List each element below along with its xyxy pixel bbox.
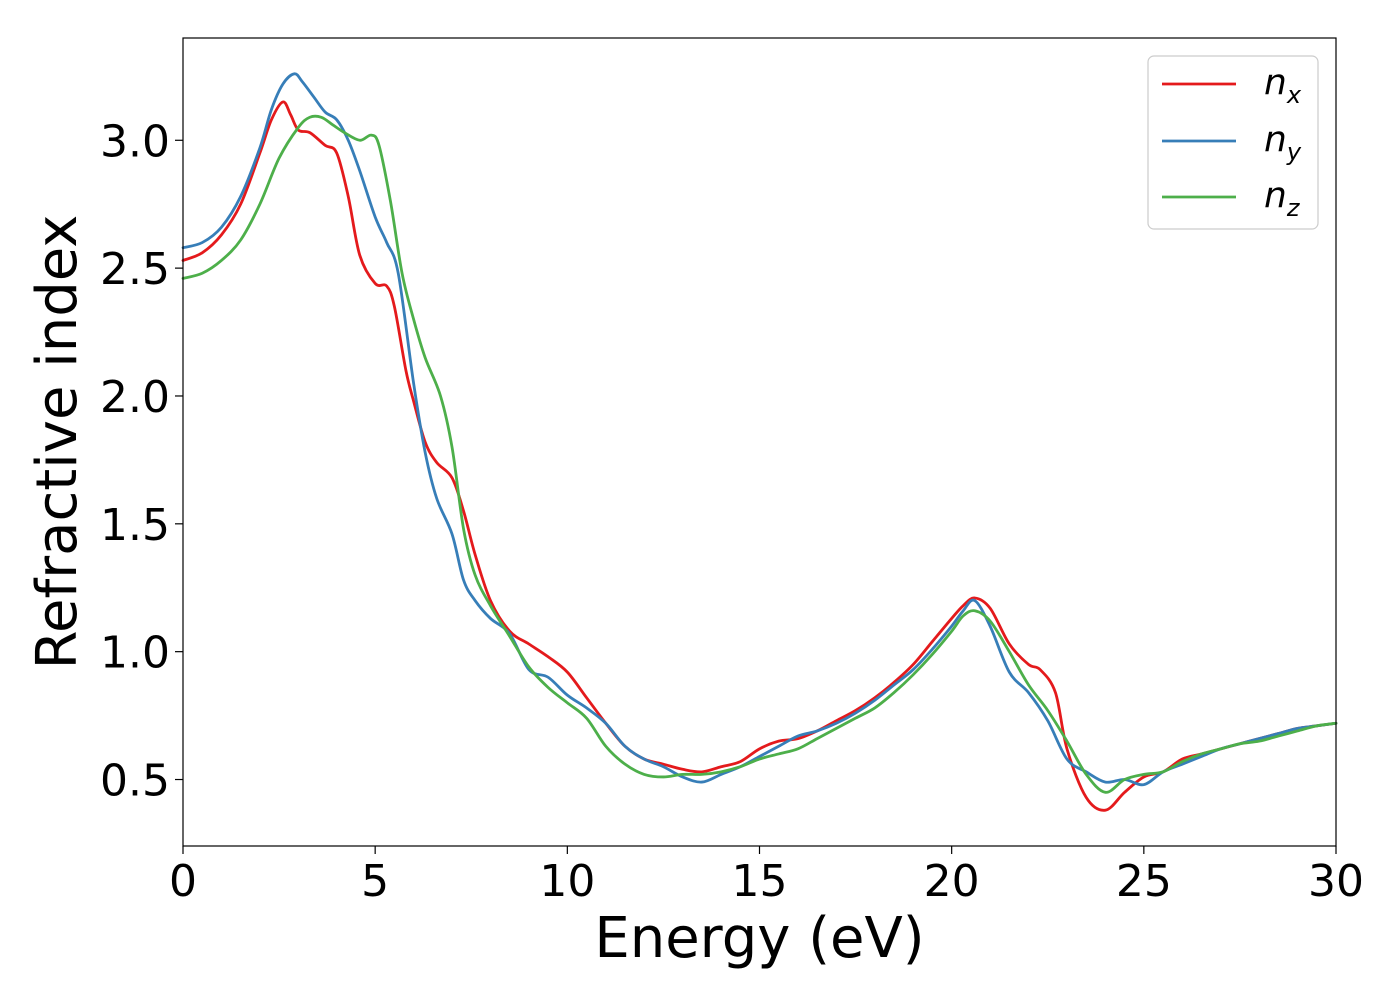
- y-tick-label: 0.5: [100, 756, 170, 807]
- x-axis-label: Energy (eV): [594, 906, 924, 971]
- legend-label: nx: [1264, 62, 1302, 109]
- series-lines: [181, 72, 1338, 812]
- legend-entry-ny: ny: [1162, 119, 1302, 166]
- x-tick-label: 10: [539, 856, 595, 907]
- x-tick-label: 0: [169, 856, 197, 907]
- legend-label: ny: [1264, 119, 1302, 166]
- y-tick-label: 3.0: [100, 116, 170, 167]
- series-line-nz: [181, 114, 1338, 794]
- y-tick-label: 1.0: [100, 628, 170, 679]
- x-tick-label: 25: [1116, 856, 1172, 907]
- y-axis-ticks: 0.5 1.0 1.5 2.0 2.5 3.0: [100, 116, 183, 807]
- legend-box: [1147, 55, 1319, 230]
- legend-label: nz: [1264, 175, 1301, 222]
- y-tick-label: 2.5: [100, 244, 170, 295]
- x-axis-ticks: 0 5 10 15 20 25 30: [169, 846, 1364, 907]
- x-tick-label: 5: [361, 856, 389, 907]
- legend: nx ny nz: [1147, 55, 1319, 230]
- plot-background: [183, 38, 1336, 846]
- legend-entry-nx: nx: [1162, 62, 1302, 109]
- series-line-ny: [181, 72, 1338, 787]
- x-tick-label: 20: [924, 856, 980, 907]
- x-tick-label: 15: [732, 856, 788, 907]
- y-tick-label: 2.0: [100, 372, 170, 423]
- y-axis-label: Refractive index: [25, 215, 90, 670]
- series-line-nx: [181, 100, 1338, 812]
- x-tick-label: 30: [1308, 856, 1364, 907]
- legend-entry-nz: nz: [1162, 175, 1301, 222]
- y-tick-label: 1.5: [100, 500, 170, 551]
